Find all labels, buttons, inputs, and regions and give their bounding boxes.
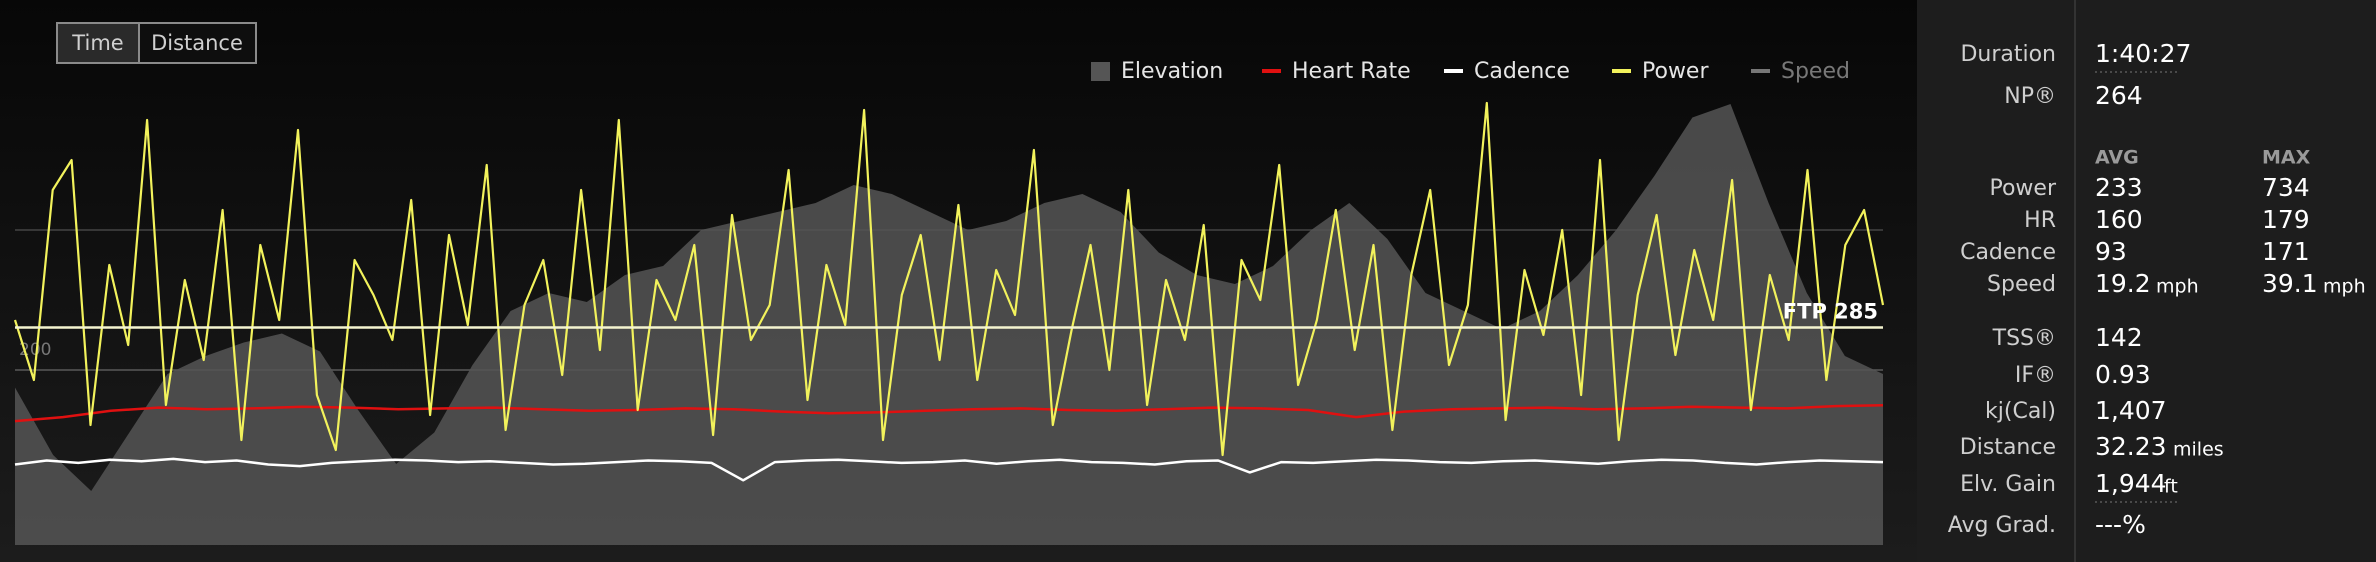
stat-unit: miles: [2173, 439, 2224, 461]
legend-label: Cadence: [1474, 59, 1570, 84]
stat-label: TSS®: [1992, 326, 2056, 351]
legend-item[interactable]: Cadence: [1444, 59, 1570, 84]
stat-value: 171: [2262, 237, 2310, 266]
view-toggle: Time Distance: [56, 22, 257, 64]
stat-label: NP®: [2004, 84, 2056, 109]
button-label: Distance: [151, 31, 243, 55]
stat-value: 1,407: [2095, 396, 2167, 425]
stat-unit: mph: [2323, 276, 2366, 298]
legend-label: Elevation: [1121, 59, 1223, 84]
column-header: MAX: [2262, 147, 2311, 169]
stat-value: 233: [2095, 173, 2143, 202]
stat-label: Duration: [1960, 42, 2056, 67]
stat-unit: ft: [2164, 476, 2178, 498]
stat-value: 93: [2095, 237, 2127, 266]
legend-label: Power: [1642, 59, 1709, 84]
series-line: [14, 404, 1884, 423]
legend-item[interactable]: Heart Rate: [1262, 59, 1411, 84]
stat-value: ---%: [2095, 510, 2146, 539]
stat-value: 734: [2262, 173, 2310, 202]
stat-value: 179: [2262, 205, 2310, 234]
legend-item[interactable]: Power: [1612, 59, 1709, 84]
stat-label: Cadence: [1960, 240, 2056, 265]
series-line: [13, 101, 1885, 457]
stat-unit: mph: [2156, 276, 2199, 298]
legend: Elevation Heart Rate Cadence Power Speed: [1091, 59, 1850, 84]
button-label: Time: [71, 31, 123, 55]
series-line: [14, 457, 1884, 482]
stat-value: 264: [2095, 81, 2143, 110]
stat-label: Avg Grad.: [1948, 513, 2056, 538]
column-header: AVG: [2095, 147, 2139, 169]
legend-label: Heart Rate: [1292, 59, 1411, 84]
stat-label: Distance: [1960, 435, 2056, 460]
stats: Duration 1:40:27 NP® 264 AVG MAX Power 2…: [1948, 39, 2366, 539]
stat-label: kj(Cal): [1985, 399, 2056, 424]
distance-button[interactable]: [138, 22, 257, 64]
stat-value: 39.1: [2262, 269, 2318, 298]
stat-label: Power: [1989, 176, 2056, 201]
stat-value: 1,944: [2095, 469, 2167, 498]
stat-value: 0.93: [2095, 360, 2151, 389]
legend-item[interactable]: Speed: [1751, 59, 1850, 84]
ftp-label: FTP 285: [1783, 300, 1878, 324]
stat-label: Elv. Gain: [1960, 472, 2056, 497]
stat-label: IF®: [2015, 363, 2056, 388]
stat-value: 1:40:27: [2095, 39, 2191, 68]
stat-label: Speed: [1987, 272, 2056, 297]
legend-label: Speed: [1781, 59, 1850, 84]
elevation-area: [15, 104, 1883, 545]
legend-swatch: [1091, 62, 1110, 81]
legend-item[interactable]: Elevation: [1091, 59, 1223, 84]
stat-value: 32.23: [2095, 432, 2167, 461]
time-button[interactable]: [56, 22, 140, 64]
stat-label: HR: [2024, 208, 2056, 233]
stats-panel: [1917, 0, 2376, 562]
stat-value: 160: [2095, 205, 2143, 234]
stat-value: 142: [2095, 323, 2143, 352]
stat-value: 19.2: [2095, 269, 2151, 298]
